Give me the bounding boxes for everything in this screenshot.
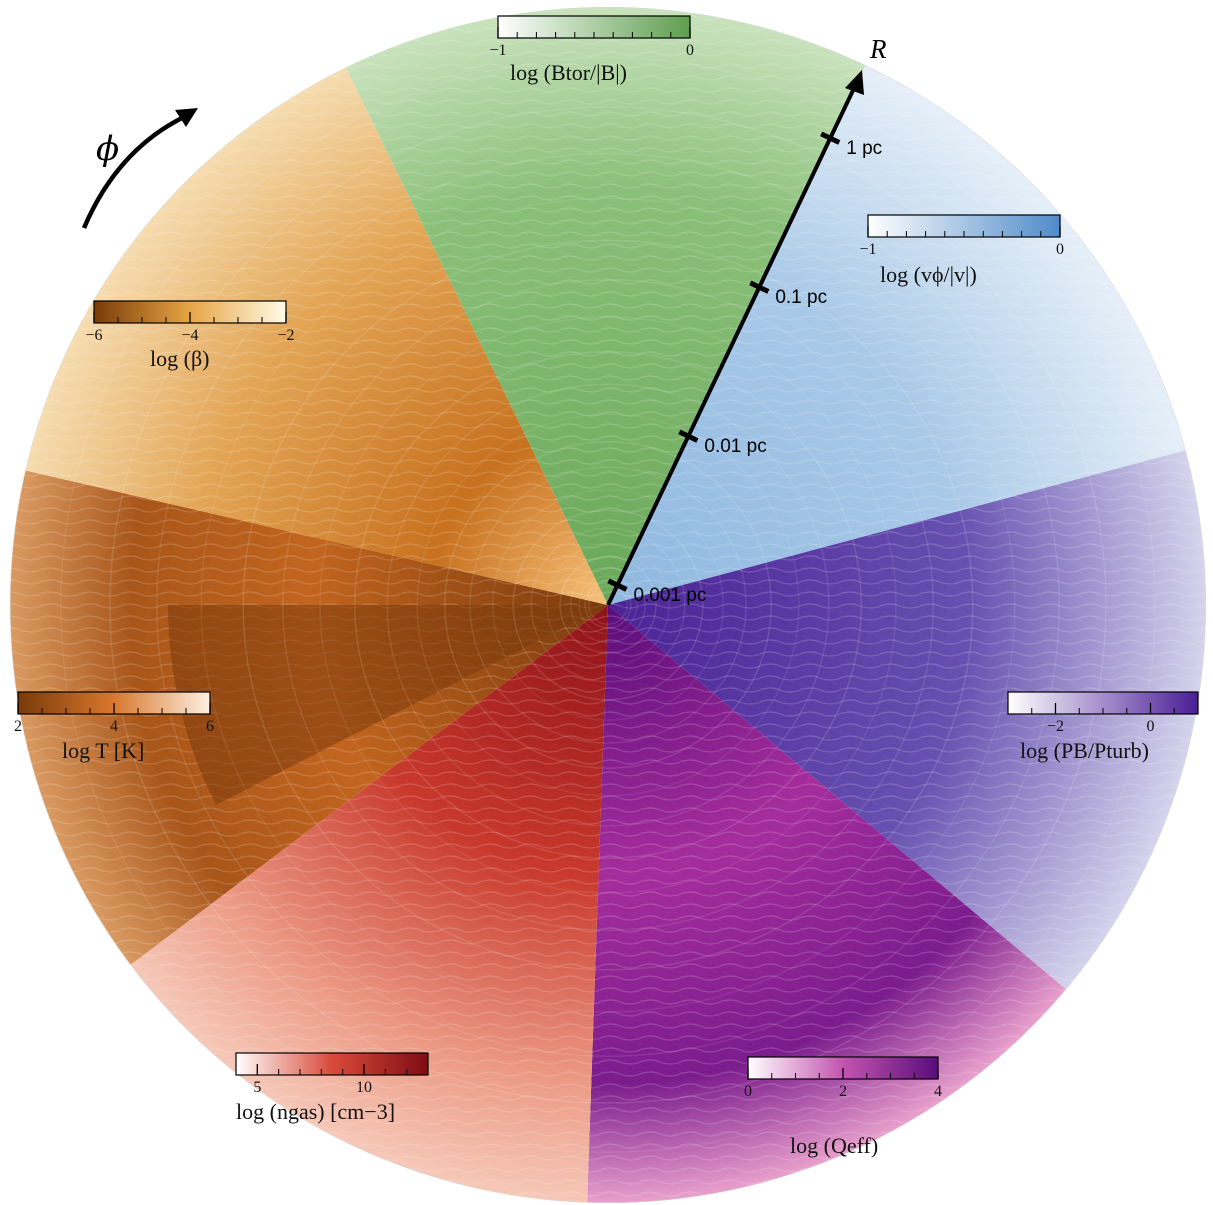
swirl-ring <box>469 466 747 744</box>
sector-qeff-texture <box>586 605 1082 1203</box>
colorbar-tick-label: −2 <box>277 327 294 344</box>
swirl-ring <box>559 556 657 654</box>
radial-ticks: 0.001 pc 0.01 pc 0.1 pc 1 pc <box>607 131 882 606</box>
radial-tick <box>678 429 699 443</box>
radial-tick-label: 0.1 pc <box>775 287 827 308</box>
colorbar-tick-label: 2 <box>839 1083 847 1100</box>
colorbar-ngas-bar <box>235 1052 429 1076</box>
swirl-ring <box>492 489 724 721</box>
swirl-ring <box>354 351 862 859</box>
swirl-ring <box>578 575 638 635</box>
swirl-ring <box>512 509 704 701</box>
colorbar-temp-label: log T [K] <box>62 738 144 763</box>
swirl-ring <box>444 441 772 769</box>
swirl-ring <box>156 153 1060 1057</box>
colorbar-temp: 2 4 6 log T [K] <box>14 691 214 763</box>
sector-btor-texture <box>337 7 875 605</box>
colorbar-tick-label: 2 <box>14 718 22 735</box>
colorbar-beta: −6 −4 −2 log (β) <box>85 300 295 371</box>
colorbar-vphi-label: log (vϕ/|v|) <box>880 262 977 287</box>
swirl-ring <box>530 527 686 683</box>
radial-tick <box>749 280 770 294</box>
radial-tick-label: 0.01 pc <box>704 436 766 457</box>
phi-arrow <box>81 108 198 229</box>
colorbar-tick-label: 5 <box>253 1079 261 1096</box>
colorbar-tick-label: −1 <box>489 42 506 59</box>
radial-tick <box>607 578 628 592</box>
swirl-ring <box>386 383 830 827</box>
swirl-rings <box>10 7 1206 1203</box>
swirl-ring <box>570 567 646 643</box>
r-axis-symbol: R <box>869 34 887 64</box>
colorbar-tick-label: 0 <box>744 1083 752 1100</box>
colorbar-tick-label: −2 <box>1047 718 1064 735</box>
colorbar-tick-label: 0 <box>1147 718 1155 735</box>
radial-tick-label: 0.001 pc <box>633 585 706 606</box>
colorbar-btor-label: log (Btor/|B|) <box>510 60 627 85</box>
colorbar-qeff: 0 2 4 log (Qeff) <box>744 1056 942 1158</box>
colorbar-pb-label: log (PB/Pturb) <box>1020 738 1149 763</box>
swirl-ring <box>319 316 897 894</box>
colorbar-vphi: −1 0 log (vϕ/|v|) <box>859 214 1064 287</box>
colorbar-tick-label: 4 <box>110 718 118 735</box>
temp-inner-shadow <box>168 605 608 805</box>
colorbar-tick-label: 0 <box>1056 241 1064 258</box>
colorbar-tick-label: 10 <box>356 1079 372 1096</box>
colorbar-ngas-label: log (ngas) [cm−3] <box>236 1099 395 1124</box>
colorbar-tick-label: 4 <box>934 1083 942 1100</box>
swirl-ring <box>546 543 670 667</box>
swirl-ring <box>242 239 974 971</box>
colorbar-beta-label: log (β) <box>150 346 209 371</box>
phi-symbol: ϕ <box>96 129 119 169</box>
radial-tick-label: 1 pc <box>846 138 882 159</box>
swirl-ring <box>60 57 1156 1153</box>
radial-tick <box>820 131 841 145</box>
colorbar-ngas: 5 10 log (ngas) [cm−3] <box>235 1052 429 1124</box>
swirl-ring <box>588 585 628 625</box>
colorbar-btor: −1 0 log (Btor/|B|) <box>489 15 694 85</box>
colorbar-tick-label: −6 <box>85 327 102 344</box>
swirl-ring <box>109 106 1107 1104</box>
colorbar-tick-label: 6 <box>206 718 214 735</box>
colorbar-tick-label: −1 <box>859 241 876 258</box>
swirl-ring <box>282 279 934 931</box>
sector-pb-texture <box>608 445 1206 1003</box>
swirl-ring <box>200 197 1016 1013</box>
swirl-ring <box>416 413 800 797</box>
colorbar-tick-label: −4 <box>181 327 198 344</box>
colorbar-tick-label: 0 <box>686 42 694 59</box>
colorbar-qeff-label: log (Qeff) <box>790 1133 878 1158</box>
radial-axis <box>606 70 864 606</box>
colorbar-pb: −2 0 log (PB/Pturb) <box>1007 691 1199 763</box>
